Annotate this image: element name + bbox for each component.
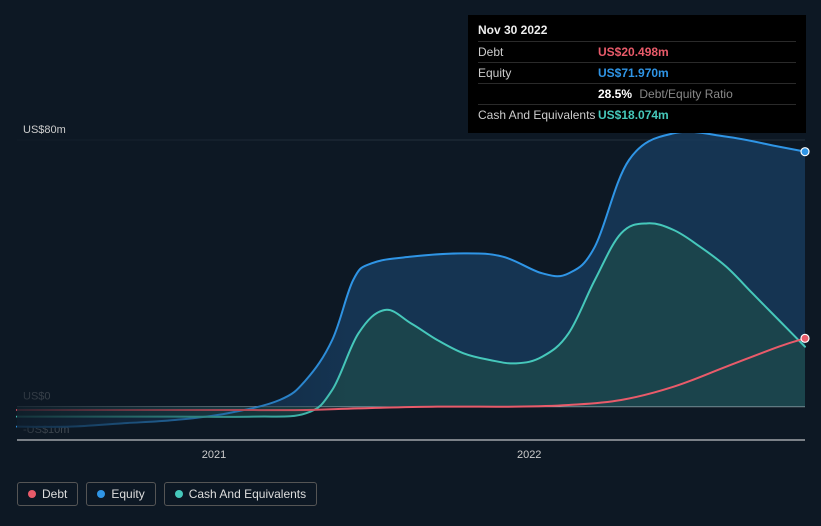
- svg-text:2022: 2022: [517, 449, 541, 461]
- chart-legend: Debt Equity Cash And Equivalents: [17, 482, 317, 506]
- tooltip-row-label: Equity: [478, 66, 598, 80]
- legend-dot-icon: [175, 490, 183, 498]
- tooltip-row-value: US$71.970m: [598, 66, 669, 80]
- chart-tooltip: Nov 30 2022 DebtUS$20.498mEquityUS$71.97…: [468, 15, 806, 133]
- tooltip-row-label: Debt: [478, 45, 598, 59]
- legend-dot-icon: [28, 490, 36, 498]
- legend-item[interactable]: Equity: [86, 482, 155, 506]
- tooltip-date: Nov 30 2022: [478, 21, 796, 41]
- legend-item-label: Debt: [42, 487, 67, 501]
- tooltip-row: DebtUS$20.498m: [478, 41, 796, 62]
- legend-item-label: Cash And Equivalents: [189, 487, 306, 501]
- tooltip-row-label: Cash And Equivalents: [478, 108, 598, 122]
- tooltip-row: EquityUS$71.970m: [478, 62, 796, 83]
- legend-item[interactable]: Debt: [17, 482, 78, 506]
- legend-item[interactable]: Cash And Equivalents: [164, 482, 317, 506]
- svg-text:2021: 2021: [202, 449, 226, 461]
- tooltip-row-value: 28.5% Debt/Equity Ratio: [598, 87, 733, 101]
- financial-area-chart: US$80mUS$0-US$10m20212022 Nov 30 2022 De…: [0, 0, 821, 526]
- tooltip-row-value: US$18.074m: [598, 108, 669, 122]
- tooltip-row: 28.5% Debt/Equity Ratio: [478, 83, 796, 104]
- legend-dot-icon: [97, 490, 105, 498]
- legend-item-label: Equity: [111, 487, 144, 501]
- tooltip-row-value: US$20.498m: [598, 45, 669, 59]
- tooltip-row-label: [478, 87, 598, 101]
- svg-text:US$80m: US$80m: [23, 124, 66, 136]
- tooltip-row: Cash And EquivalentsUS$18.074m: [478, 104, 796, 125]
